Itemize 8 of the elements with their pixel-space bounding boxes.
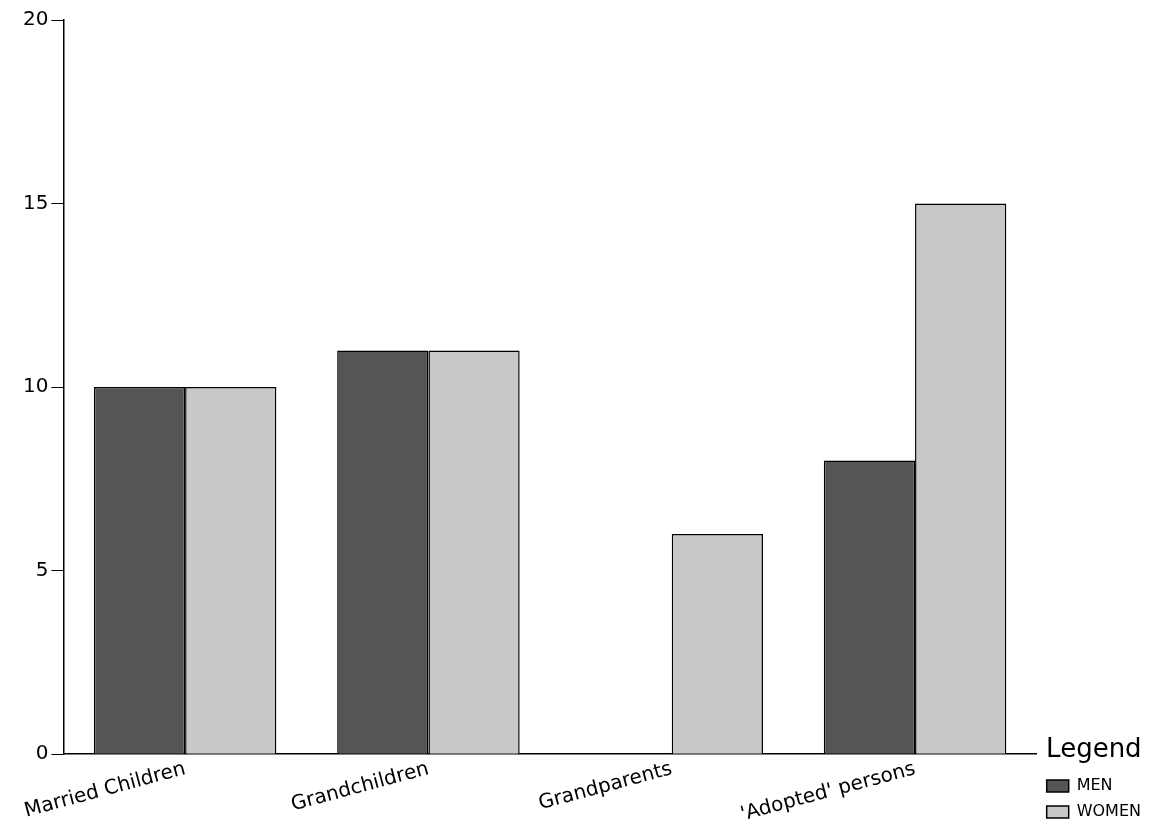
legend-label: WOMEN bbox=[1076, 801, 1141, 821]
y-tick-label: 15 bbox=[23, 189, 49, 214]
legend-title: Legend bbox=[1046, 732, 1142, 763]
legend-label: MEN bbox=[1076, 775, 1113, 795]
y-tick-label: 0 bbox=[35, 740, 49, 765]
y-tick-label: 5 bbox=[35, 556, 49, 581]
y-tick-label: 20 bbox=[23, 6, 49, 31]
y-tick-label: 10 bbox=[23, 373, 49, 398]
